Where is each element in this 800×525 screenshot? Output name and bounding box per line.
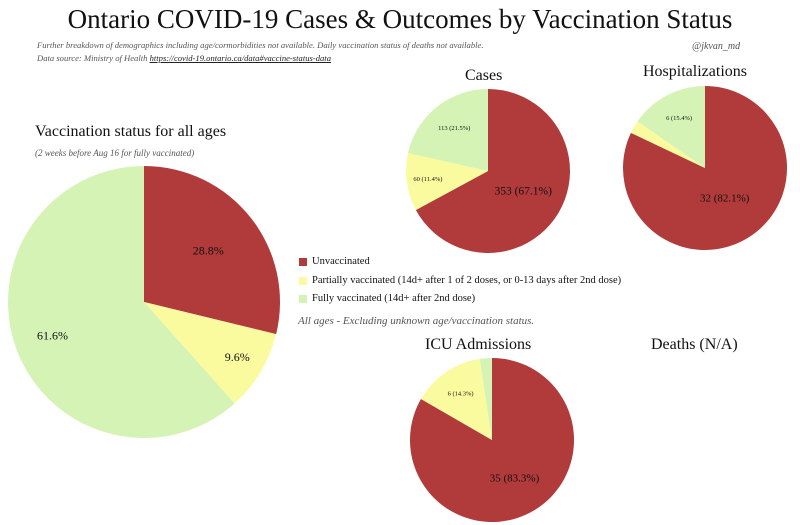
all-ages-chart-title: Vaccination status for all ages <box>35 123 227 140</box>
hospitalizations-slice-unvaccinated <box>623 86 788 250</box>
legend-swatch-unvaccinated <box>299 257 307 266</box>
hospitalizations-pie-chart: 32 (82.1%) 6 (15.4%) <box>623 86 788 250</box>
hospitalizations-label-unvaccinated: 32 (82.1%) <box>700 193 750 205</box>
cases-slice-partially-vaccinated <box>405 153 488 211</box>
legend-label-fully-vaccinated: Fully vaccinated (14d+ after 2nd dose) <box>312 293 476 304</box>
cases-pie-chart: 353 (67.1%) 60 (11.4%) 113 (21.5%) <box>405 89 570 253</box>
legend-fully-vaccinated: Fully vaccinated (14d+ after 2nd dose) <box>299 293 475 304</box>
note-demographics: Further breakdown of demographics includ… <box>37 40 484 50</box>
data-source-label: Data source: Ministry of Health <box>37 53 150 63</box>
hospitalizations-chart-title: Hospitalizations <box>643 63 747 80</box>
cases-slice-fully-vaccinated <box>407 89 488 171</box>
all-ages-label-unvaccinated: 28.8% <box>193 243 224 257</box>
legend-label-unvaccinated: Unvaccinated <box>312 256 370 267</box>
icu-pie-chart: 35 (83.3%) 6 (14.3%) <box>410 358 575 522</box>
hospitalizations-label-fully-vaccinated: 6 (15.4%) <box>666 115 692 122</box>
icu-slice-unvaccinated <box>410 358 575 522</box>
all-ages-slice-partially-vaccinated <box>144 302 277 404</box>
cases-slice-unvaccinated <box>415 89 570 253</box>
main-title: Ontario COVID-19 Cases & Outcomes by Vac… <box>67 4 733 34</box>
author-handle: @jkvan_md <box>692 41 741 52</box>
icu-slice-partially-vaccinated <box>420 358 492 440</box>
legend-swatch-fully-vaccinated <box>299 294 307 303</box>
legend-label-partially-vaccinated: Partially vaccinated (14d+ after 1 of 2 … <box>312 275 622 286</box>
all-ages-slice-fully-vaccinated <box>8 166 235 438</box>
icu-slice-fully-vaccinated <box>479 358 492 440</box>
hospitalizations-slice-fully-vaccinated <box>637 86 705 168</box>
legend-note: All ages - Excluding unknown age/vaccina… <box>298 315 535 327</box>
cases-chart-title: Cases <box>465 67 503 84</box>
note-data-source: Data source: Ministry of Health https://… <box>37 53 331 63</box>
all-ages-label-fully-vaccinated: 61.6% <box>37 329 68 343</box>
cases-label-fully-vaccinated: 113 (21.5%) <box>438 125 470 132</box>
deaths-chart-title: Deaths (N/A) <box>651 336 738 353</box>
icu-label-unvaccinated: 35 (83.3%) <box>490 473 540 485</box>
all-ages-label-partially-vaccinated: 9.6% <box>225 350 250 364</box>
icu-label-partially-vaccinated: 6 (14.3%) <box>448 390 474 397</box>
legend-unvaccinated: Unvaccinated <box>299 256 370 267</box>
all-ages-chart-subtitle: (2 weeks before Aug 16 for fully vaccina… <box>35 148 195 158</box>
cases-label-unvaccinated: 353 (67.1%) <box>494 186 552 198</box>
icu-chart-title: ICU Admissions <box>425 336 532 353</box>
legend-partially-vaccinated: Partially vaccinated (14d+ after 1 of 2 … <box>299 275 621 286</box>
legend-swatch-partially-vaccinated <box>299 276 307 285</box>
all-ages-pie-chart: 28.8% 9.6% 61.6% <box>8 166 280 438</box>
cases-label-partially-vaccinated: 60 (11.4%) <box>413 176 442 183</box>
all-ages-slice-unvaccinated <box>144 166 280 335</box>
data-source-link[interactable]: https://covid-19.ontario.ca/data#vaccine… <box>149 53 331 63</box>
hospitalizations-slice-partially-vaccinated <box>630 121 705 168</box>
